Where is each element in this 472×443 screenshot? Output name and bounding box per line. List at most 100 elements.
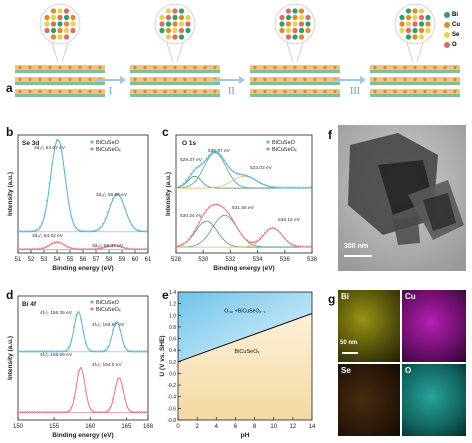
atom <box>305 14 311 21</box>
atom <box>172 8 178 14</box>
peak-label: 530.24 eV <box>180 213 203 219</box>
atom <box>70 27 76 34</box>
chart-b: 51 52 53 54 55 56 57 58 59 60 61 Binding energy (eV… <box>7 134 152 272</box>
legend-swatch <box>444 42 450 48</box>
eds-map-o: O <box>402 364 466 436</box>
atom <box>298 14 305 21</box>
atom-dot <box>333 89 337 94</box>
atom-dot <box>403 77 407 82</box>
x-tick-label: 54 <box>54 257 61 263</box>
tem-scalebar-label: 300 nm <box>344 243 369 250</box>
x-tick-label: 6 <box>234 424 238 430</box>
atom-dot <box>403 89 407 94</box>
atom-dot <box>453 77 457 82</box>
atom-dot <box>373 77 377 82</box>
atom-dot <box>18 65 22 70</box>
x-tick-label: 12 <box>290 424 297 430</box>
x-tick-label: 58 <box>106 257 113 263</box>
atom-dot <box>283 65 287 70</box>
x-tick-label: 61 <box>145 257 152 263</box>
atom <box>172 14 178 21</box>
x-tick-label: 168 <box>143 424 154 430</box>
atom <box>172 34 178 40</box>
atom <box>279 27 285 34</box>
atom-dot <box>453 65 457 70</box>
y-tick-label: -0.4 <box>167 395 176 401</box>
atom <box>57 14 63 21</box>
zoom-connector <box>286 42 294 63</box>
x-tick-label: 52 <box>28 257 35 263</box>
atom <box>405 21 412 27</box>
atom <box>412 27 418 34</box>
atom <box>178 21 185 27</box>
atom-dot <box>283 77 287 82</box>
atom-dot <box>393 89 397 94</box>
atom-dot <box>28 89 32 94</box>
component-peak <box>18 193 148 233</box>
crystal-slab <box>130 94 220 97</box>
panel-b-title: Se 3d <box>22 140 39 147</box>
atom-dot <box>323 89 327 94</box>
legend-marker <box>90 307 94 311</box>
component-peak <box>176 175 312 189</box>
x-tick-label: 14 <box>309 424 316 430</box>
atom <box>298 21 305 27</box>
panel-a-schematic <box>15 3 460 97</box>
atom-dot <box>153 89 157 94</box>
atom <box>185 21 191 27</box>
y-tick-label: 0.4 <box>169 348 176 354</box>
atom-dot <box>293 89 297 94</box>
x-tick-label: 530 <box>198 257 209 263</box>
atom <box>159 27 165 34</box>
atom-dot <box>423 89 427 94</box>
atom <box>399 21 405 27</box>
atom <box>178 14 185 21</box>
legend-label: BiCuSeO <box>96 300 120 306</box>
atom-dot <box>28 77 32 82</box>
atom <box>285 34 292 40</box>
atom-dot <box>393 65 397 70</box>
atom <box>412 8 418 14</box>
atom <box>292 8 298 14</box>
atom <box>57 21 63 27</box>
crystal-slab <box>250 70 340 73</box>
atom <box>63 34 70 40</box>
eds-scalebar-line <box>342 352 358 354</box>
peak-label: 529.37 eV <box>180 157 203 163</box>
atom <box>298 8 305 14</box>
zoom-connector <box>166 42 174 63</box>
atom <box>279 21 285 27</box>
atom-dot <box>423 65 427 70</box>
atom-dot <box>313 77 317 82</box>
atom <box>418 21 425 27</box>
atom-dot <box>48 77 52 82</box>
atom-dot <box>153 65 157 70</box>
atom-dot <box>193 77 197 82</box>
atom <box>305 27 311 34</box>
x-tick-label: 59 <box>119 257 126 263</box>
atom <box>165 21 172 27</box>
x-tick-label: 60 <box>132 257 139 263</box>
x-tick-label: 55 <box>67 257 74 263</box>
atom-dot <box>88 89 92 94</box>
atom-dot <box>413 77 417 82</box>
atom <box>44 21 50 27</box>
atom <box>412 14 418 21</box>
atom-dot <box>393 77 397 82</box>
panel-b-letter: b <box>6 125 14 139</box>
atom <box>50 14 57 21</box>
atom-dot <box>143 89 147 94</box>
atom-dot <box>193 89 197 94</box>
atom-dot <box>433 89 437 94</box>
panel-a-letter: a <box>6 81 13 95</box>
component-peak <box>175 220 312 248</box>
atom-dot <box>163 65 167 70</box>
x-axis-label: Binding energy (eV) <box>52 432 113 439</box>
component-peak <box>175 175 312 189</box>
legend-a-se: Se <box>452 32 460 38</box>
atom-dot <box>78 89 82 94</box>
atom-dot <box>323 65 327 70</box>
atom <box>63 8 70 14</box>
atom <box>63 21 70 27</box>
atom <box>405 8 412 14</box>
